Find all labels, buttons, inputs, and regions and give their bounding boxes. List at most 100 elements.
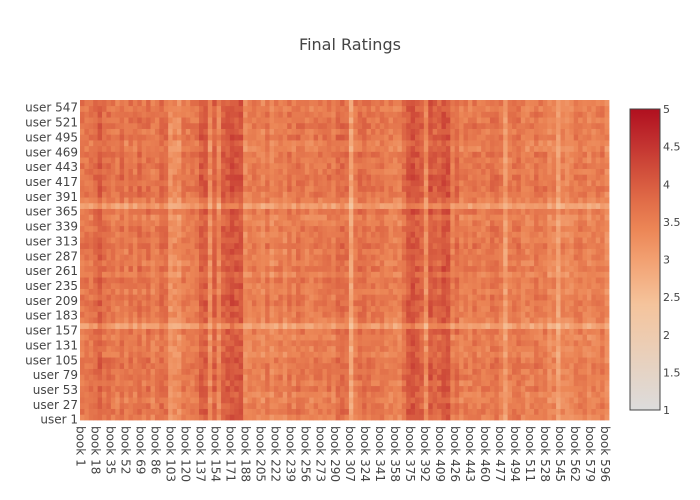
- heatmap-cell: [234, 111, 240, 118]
- heatmap-cell: [291, 265, 297, 272]
- heatmap-cell: [119, 157, 125, 164]
- heatmap-cell: [97, 374, 103, 381]
- heatmap-cell: [106, 294, 112, 301]
- heatmap-cell: [93, 122, 99, 129]
- heatmap-cell: [357, 391, 363, 398]
- heatmap-cell: [445, 362, 451, 369]
- heatmap-cell: [326, 214, 332, 221]
- heatmap-cell: [238, 391, 244, 398]
- heatmap-cell: [84, 357, 90, 364]
- heatmap-cell: [256, 288, 262, 295]
- heatmap-cell: [335, 225, 341, 232]
- heatmap-cell: [459, 368, 464, 375]
- heatmap-cell: [309, 277, 315, 284]
- heatmap-cell: [362, 408, 367, 415]
- heatmap-cell: [229, 414, 235, 421]
- heatmap-cell: [137, 322, 143, 329]
- heatmap-cell: [146, 380, 151, 387]
- heatmap-cell: [318, 340, 323, 347]
- heatmap-cell: [304, 237, 310, 244]
- heatmap-cell: [432, 242, 438, 249]
- heatmap-cell: [445, 271, 451, 278]
- heatmap-cell: [137, 197, 143, 204]
- heatmap-cell: [437, 122, 442, 129]
- heatmap-cell: [322, 128, 328, 135]
- heatmap-cell: [97, 225, 103, 232]
- heatmap-cell: [225, 265, 231, 272]
- heatmap-cell: [454, 180, 460, 187]
- heatmap-cell: [97, 185, 103, 192]
- heatmap-cell: [238, 340, 244, 347]
- heatmap-cell: [115, 294, 121, 301]
- heatmap-cell: [110, 391, 116, 398]
- heatmap-cell: [115, 408, 121, 415]
- heatmap-cell: [194, 362, 200, 369]
- heatmap-cell: [309, 351, 315, 358]
- heatmap-cell: [172, 362, 178, 369]
- heatmap-cell: [172, 180, 178, 187]
- heatmap-cell: [362, 294, 367, 301]
- heatmap-cell: [326, 282, 332, 289]
- heatmap-cell: [340, 128, 345, 135]
- heatmap-cell: [106, 300, 112, 307]
- heatmap-cell: [238, 368, 244, 375]
- heatmap-cell: [132, 111, 138, 118]
- heatmap-cell: [353, 220, 359, 227]
- heatmap-cell: [428, 345, 434, 352]
- heatmap-cell: [265, 151, 270, 158]
- heatmap-cell: [423, 225, 429, 232]
- heatmap-cell: [150, 185, 156, 192]
- heatmap-cell: [273, 254, 279, 261]
- heatmap-cell: [88, 191, 94, 198]
- heatmap-cell: [423, 391, 429, 398]
- heatmap-cell: [80, 408, 85, 415]
- heatmap-cell: [397, 117, 403, 124]
- heatmap-cell: [432, 168, 438, 175]
- heatmap-cell: [80, 157, 85, 164]
- heatmap-cell: [318, 374, 323, 381]
- heatmap-cell: [441, 185, 447, 192]
- heatmap-cell: [194, 282, 200, 289]
- heatmap-cell: [80, 174, 85, 181]
- heatmap-cell: [181, 374, 187, 381]
- heatmap-cell: [309, 317, 315, 324]
- heatmap-cell: [348, 328, 354, 335]
- heatmap-cell: [309, 408, 315, 415]
- heatmap-cell: [93, 294, 99, 301]
- heatmap-cell: [273, 265, 279, 272]
- heatmap-cell: [256, 305, 262, 312]
- heatmap-cell: [322, 185, 328, 192]
- heatmap-cell: [163, 248, 169, 255]
- heatmap-cell: [110, 162, 116, 169]
- heatmap-cell: [137, 237, 143, 244]
- heatmap-cell: [260, 128, 266, 135]
- heatmap-cell: [296, 317, 301, 324]
- heatmap-cell: [419, 380, 425, 387]
- heatmap-cell: [401, 368, 407, 375]
- heatmap-cell: [300, 237, 306, 244]
- heatmap-cell: [212, 271, 218, 278]
- heatmap-cell: [163, 220, 169, 227]
- heatmap-cell: [185, 134, 191, 141]
- heatmap-cell: [154, 271, 160, 278]
- heatmap-cell: [88, 122, 94, 129]
- heatmap-cell: [260, 260, 266, 267]
- heatmap-cell: [357, 117, 363, 124]
- heatmap-cell: [362, 305, 367, 312]
- heatmap-cell: [370, 117, 376, 124]
- heatmap-cell: [154, 242, 160, 249]
- heatmap-cell: [432, 391, 438, 398]
- heatmap-cell: [335, 317, 341, 324]
- heatmap-cell: [225, 260, 231, 267]
- heatmap-cell: [397, 288, 403, 295]
- heatmap-cell: [278, 168, 284, 175]
- heatmap-cell: [234, 317, 240, 324]
- heatmap-cell: [172, 225, 178, 232]
- heatmap-cell: [454, 254, 460, 261]
- heatmap-cell: [384, 317, 389, 324]
- heatmap-cell: [304, 100, 310, 107]
- heatmap-cell: [106, 385, 112, 392]
- heatmap-cell: [406, 185, 412, 192]
- heatmap-cell: [423, 328, 429, 335]
